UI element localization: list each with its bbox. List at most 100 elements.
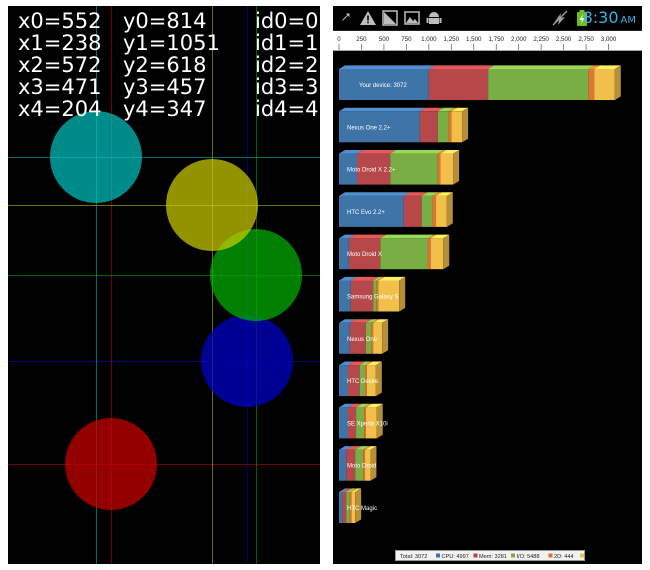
bar-top-0-4 bbox=[594, 65, 621, 69]
bar-segment-7-3 bbox=[365, 365, 367, 397]
bar-top-10-0 bbox=[339, 488, 349, 492]
id-readout-0: id0=0 bbox=[255, 9, 319, 33]
bar-top-10-3 bbox=[349, 488, 358, 492]
legend-label-1: Mem: 3281 bbox=[479, 554, 507, 560]
bar-top-3-4 bbox=[436, 192, 453, 196]
bar-segment-4-0 bbox=[339, 238, 349, 270]
benchmark-bar-chart: Your device: 3072 Nexus One 2.2+ Moto Droi… bbox=[333, 51, 642, 546]
legend-label-3: 2D: 444 bbox=[554, 554, 574, 560]
axis-tick-label-0: 0 bbox=[337, 36, 341, 43]
bar-segment-7-4 bbox=[366, 365, 376, 397]
bar-top-8-3 bbox=[364, 403, 372, 408]
bar-segment-4-1 bbox=[348, 238, 381, 270]
id-readout-1: id1=1 bbox=[255, 31, 319, 55]
bar-segment-6-1 bbox=[349, 322, 366, 354]
bar-top-8-1 bbox=[347, 403, 363, 408]
crosshair-horizontal-1 bbox=[8, 464, 320, 465]
android-icon bbox=[425, 9, 443, 27]
y-readout-1: y1=1051 bbox=[123, 31, 220, 55]
bar-segment-9-3 bbox=[363, 449, 366, 481]
bar-top-4-3 bbox=[427, 234, 437, 239]
bar-row-7: HTC Desire bbox=[339, 361, 382, 397]
bar-top-8-2 bbox=[356, 403, 371, 408]
clock: 8:30 AM bbox=[583, 8, 636, 31]
bar-row-0: Your device: 3072 bbox=[339, 65, 621, 100]
bar-top-5-2 bbox=[373, 276, 383, 281]
bar-segment-6-0 bbox=[339, 322, 350, 354]
bar-side-7 bbox=[375, 361, 382, 397]
bar-segment-2-0 bbox=[339, 153, 357, 185]
axis-tick-label-2: 500 bbox=[379, 36, 390, 43]
bar-top-9-4 bbox=[365, 446, 377, 450]
x-readout-3: x3=471 bbox=[18, 75, 102, 99]
bar-label-2: Moto Droid X 2.2+ bbox=[347, 168, 396, 174]
bar-segment-3-2 bbox=[421, 195, 433, 227]
bar-top-2-0 bbox=[339, 150, 363, 154]
bar-top-4-2 bbox=[380, 234, 434, 239]
chart-svg: Your device: 3072 Nexus One 2.2+ Moto Droi… bbox=[339, 65, 621, 523]
bar-row-6: Nexus One bbox=[339, 319, 389, 354]
bar-segment-9-2 bbox=[355, 449, 364, 481]
crosshair-horizontal-4 bbox=[8, 157, 320, 158]
bar-segment-8-4 bbox=[365, 407, 377, 439]
bar-top-6-4 bbox=[373, 319, 389, 323]
bar-segment-2-4 bbox=[440, 153, 454, 185]
bar-row-10: HTC Magic bbox=[339, 488, 377, 523]
legend-swatch-1 bbox=[473, 553, 478, 558]
legend-total: Total: 3072 bbox=[400, 554, 427, 560]
touch-point-3 bbox=[166, 159, 258, 251]
axis-tick-label-8: 2,000 bbox=[511, 36, 527, 43]
warning-icon bbox=[359, 9, 377, 27]
multitouch-test-screen[interactable]: x0=552 y0=814 id0=0 x1=238 y1=1051 id1=1… bbox=[8, 6, 320, 564]
bar-top-5-0 bbox=[339, 276, 357, 281]
y-readout-0: y0=814 bbox=[123, 9, 207, 33]
id-readout-2: id2=2 bbox=[255, 53, 319, 77]
status-bar: ⭧ 8:30 AM bbox=[333, 6, 642, 31]
bar-segment-1-3 bbox=[448, 111, 452, 143]
bar-side-8 bbox=[376, 403, 383, 439]
bar-segment-0-0 bbox=[339, 69, 429, 100]
bar-top-4-0 bbox=[339, 234, 355, 239]
bar-top-7-2 bbox=[359, 361, 372, 366]
bar-side-6 bbox=[382, 319, 389, 354]
id-readout-4: id4=4 bbox=[255, 97, 319, 121]
bar-segment-0-3 bbox=[588, 69, 595, 100]
bar-segment-8-3 bbox=[364, 407, 366, 439]
benchmark-screen: ⭧ 8:30 AM 0 250 500 750 1,000 1,250 1,500 1,750 2… bbox=[333, 6, 642, 564]
bar-segment-8-2 bbox=[356, 407, 365, 439]
bar-top-1-0 bbox=[339, 107, 426, 112]
bar-row-9: Moto Droid bbox=[339, 446, 377, 481]
bar-side-10 bbox=[355, 488, 362, 523]
bar-top-9-2 bbox=[355, 446, 370, 450]
id-readout-3: id3=3 bbox=[255, 75, 319, 99]
y-readout-4: y4=347 bbox=[123, 97, 207, 121]
bar-row-4: Moto Droid X bbox=[339, 234, 450, 270]
axis-tick-label-12: 3,000 bbox=[601, 36, 617, 43]
bar-segment-4-2 bbox=[380, 238, 428, 270]
bar-top-1-1 bbox=[419, 107, 444, 112]
bar-segment-10-2 bbox=[346, 492, 350, 523]
bar-segment-5-1 bbox=[350, 280, 374, 312]
bar-segment-5-2 bbox=[373, 280, 377, 312]
bar-top-10-2 bbox=[346, 488, 356, 492]
touch-point-0 bbox=[201, 315, 293, 407]
bar-segment-3-3 bbox=[432, 195, 437, 227]
bar-side-3 bbox=[446, 192, 453, 227]
bar-top-1-2 bbox=[437, 107, 455, 112]
bar-top-0-1 bbox=[428, 65, 495, 69]
bar-row-5: Samsung Galaxy S bbox=[339, 276, 406, 312]
bar-top-10-4 bbox=[351, 488, 362, 492]
legend-swatch-4 bbox=[580, 553, 584, 558]
bar-segment-5-0 bbox=[339, 280, 351, 312]
bar-top-0-2 bbox=[488, 65, 595, 69]
bar-segment-1-0 bbox=[339, 111, 420, 143]
bar-top-7-3 bbox=[365, 361, 373, 366]
bar-segment-6-3 bbox=[371, 322, 374, 354]
bar-segment-7-1 bbox=[347, 365, 360, 397]
bar-row-8: SE Xperia X10i bbox=[339, 403, 388, 439]
x-readout-4: x4=204 bbox=[18, 97, 102, 121]
bar-top-8-4 bbox=[365, 403, 383, 408]
bar-segment-9-4 bbox=[365, 449, 371, 481]
crosshair-horizontal-3 bbox=[8, 205, 320, 206]
bar-top-3-1 bbox=[403, 192, 428, 196]
